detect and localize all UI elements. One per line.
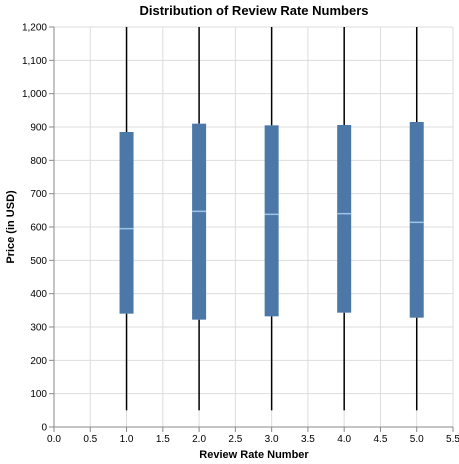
chart-title: Distribution of Review Rate Numbers [140, 3, 369, 18]
box [337, 125, 351, 313]
y-tick-label: 300 [30, 323, 47, 334]
box [192, 124, 206, 320]
y-tick-label: 700 [30, 189, 47, 200]
axes [49, 27, 453, 432]
box [265, 125, 279, 316]
box [120, 132, 134, 314]
box [410, 122, 424, 318]
y-tick-label: 500 [30, 256, 47, 267]
x-tick-label: 1.5 [156, 434, 170, 445]
y-tick-label: 1,200 [22, 23, 47, 34]
y-axis-title: Price (in USD) [5, 190, 17, 264]
boxes [120, 122, 424, 320]
x-tick-label: 0.0 [47, 434, 61, 445]
y-tick-label: 0 [41, 423, 47, 434]
x-axis-title: Review Rate Number [199, 449, 309, 461]
y-tick-labels: 0 100 200 300 400 500 600 700 800 900 1,000 1,100 1,… [22, 23, 47, 434]
x-tick-label: 5.5 [446, 434, 459, 445]
x-tick-label: 4.0 [337, 434, 351, 445]
y-tick-label: 400 [30, 289, 47, 300]
x-tick-label: 5.0 [410, 434, 424, 445]
y-tick-label: 100 [30, 389, 47, 400]
y-tick-label: 800 [30, 156, 47, 167]
y-tick-label: 200 [30, 356, 47, 367]
y-tick-label: 1,100 [22, 56, 47, 67]
x-tick-label: 3.0 [265, 434, 279, 445]
y-tick-label: 600 [30, 223, 47, 234]
y-tick-label: 1,000 [22, 89, 47, 100]
x-tick-label: 3.5 [301, 434, 315, 445]
y-tick-label: 900 [30, 123, 47, 134]
x-tick-label: 0.5 [83, 434, 97, 445]
x-tick-label: 2.5 [228, 434, 242, 445]
x-tick-label: 1.0 [120, 434, 134, 445]
x-tick-label: 4.5 [374, 434, 388, 445]
grid [54, 27, 453, 427]
x-tick-label: 2.0 [192, 434, 206, 445]
x-tick-labels: 0.0 0.5 1.0 1.5 2.0 2.5 3.0 3.5 4.0 4.5 5.0 5.5 [47, 434, 459, 445]
